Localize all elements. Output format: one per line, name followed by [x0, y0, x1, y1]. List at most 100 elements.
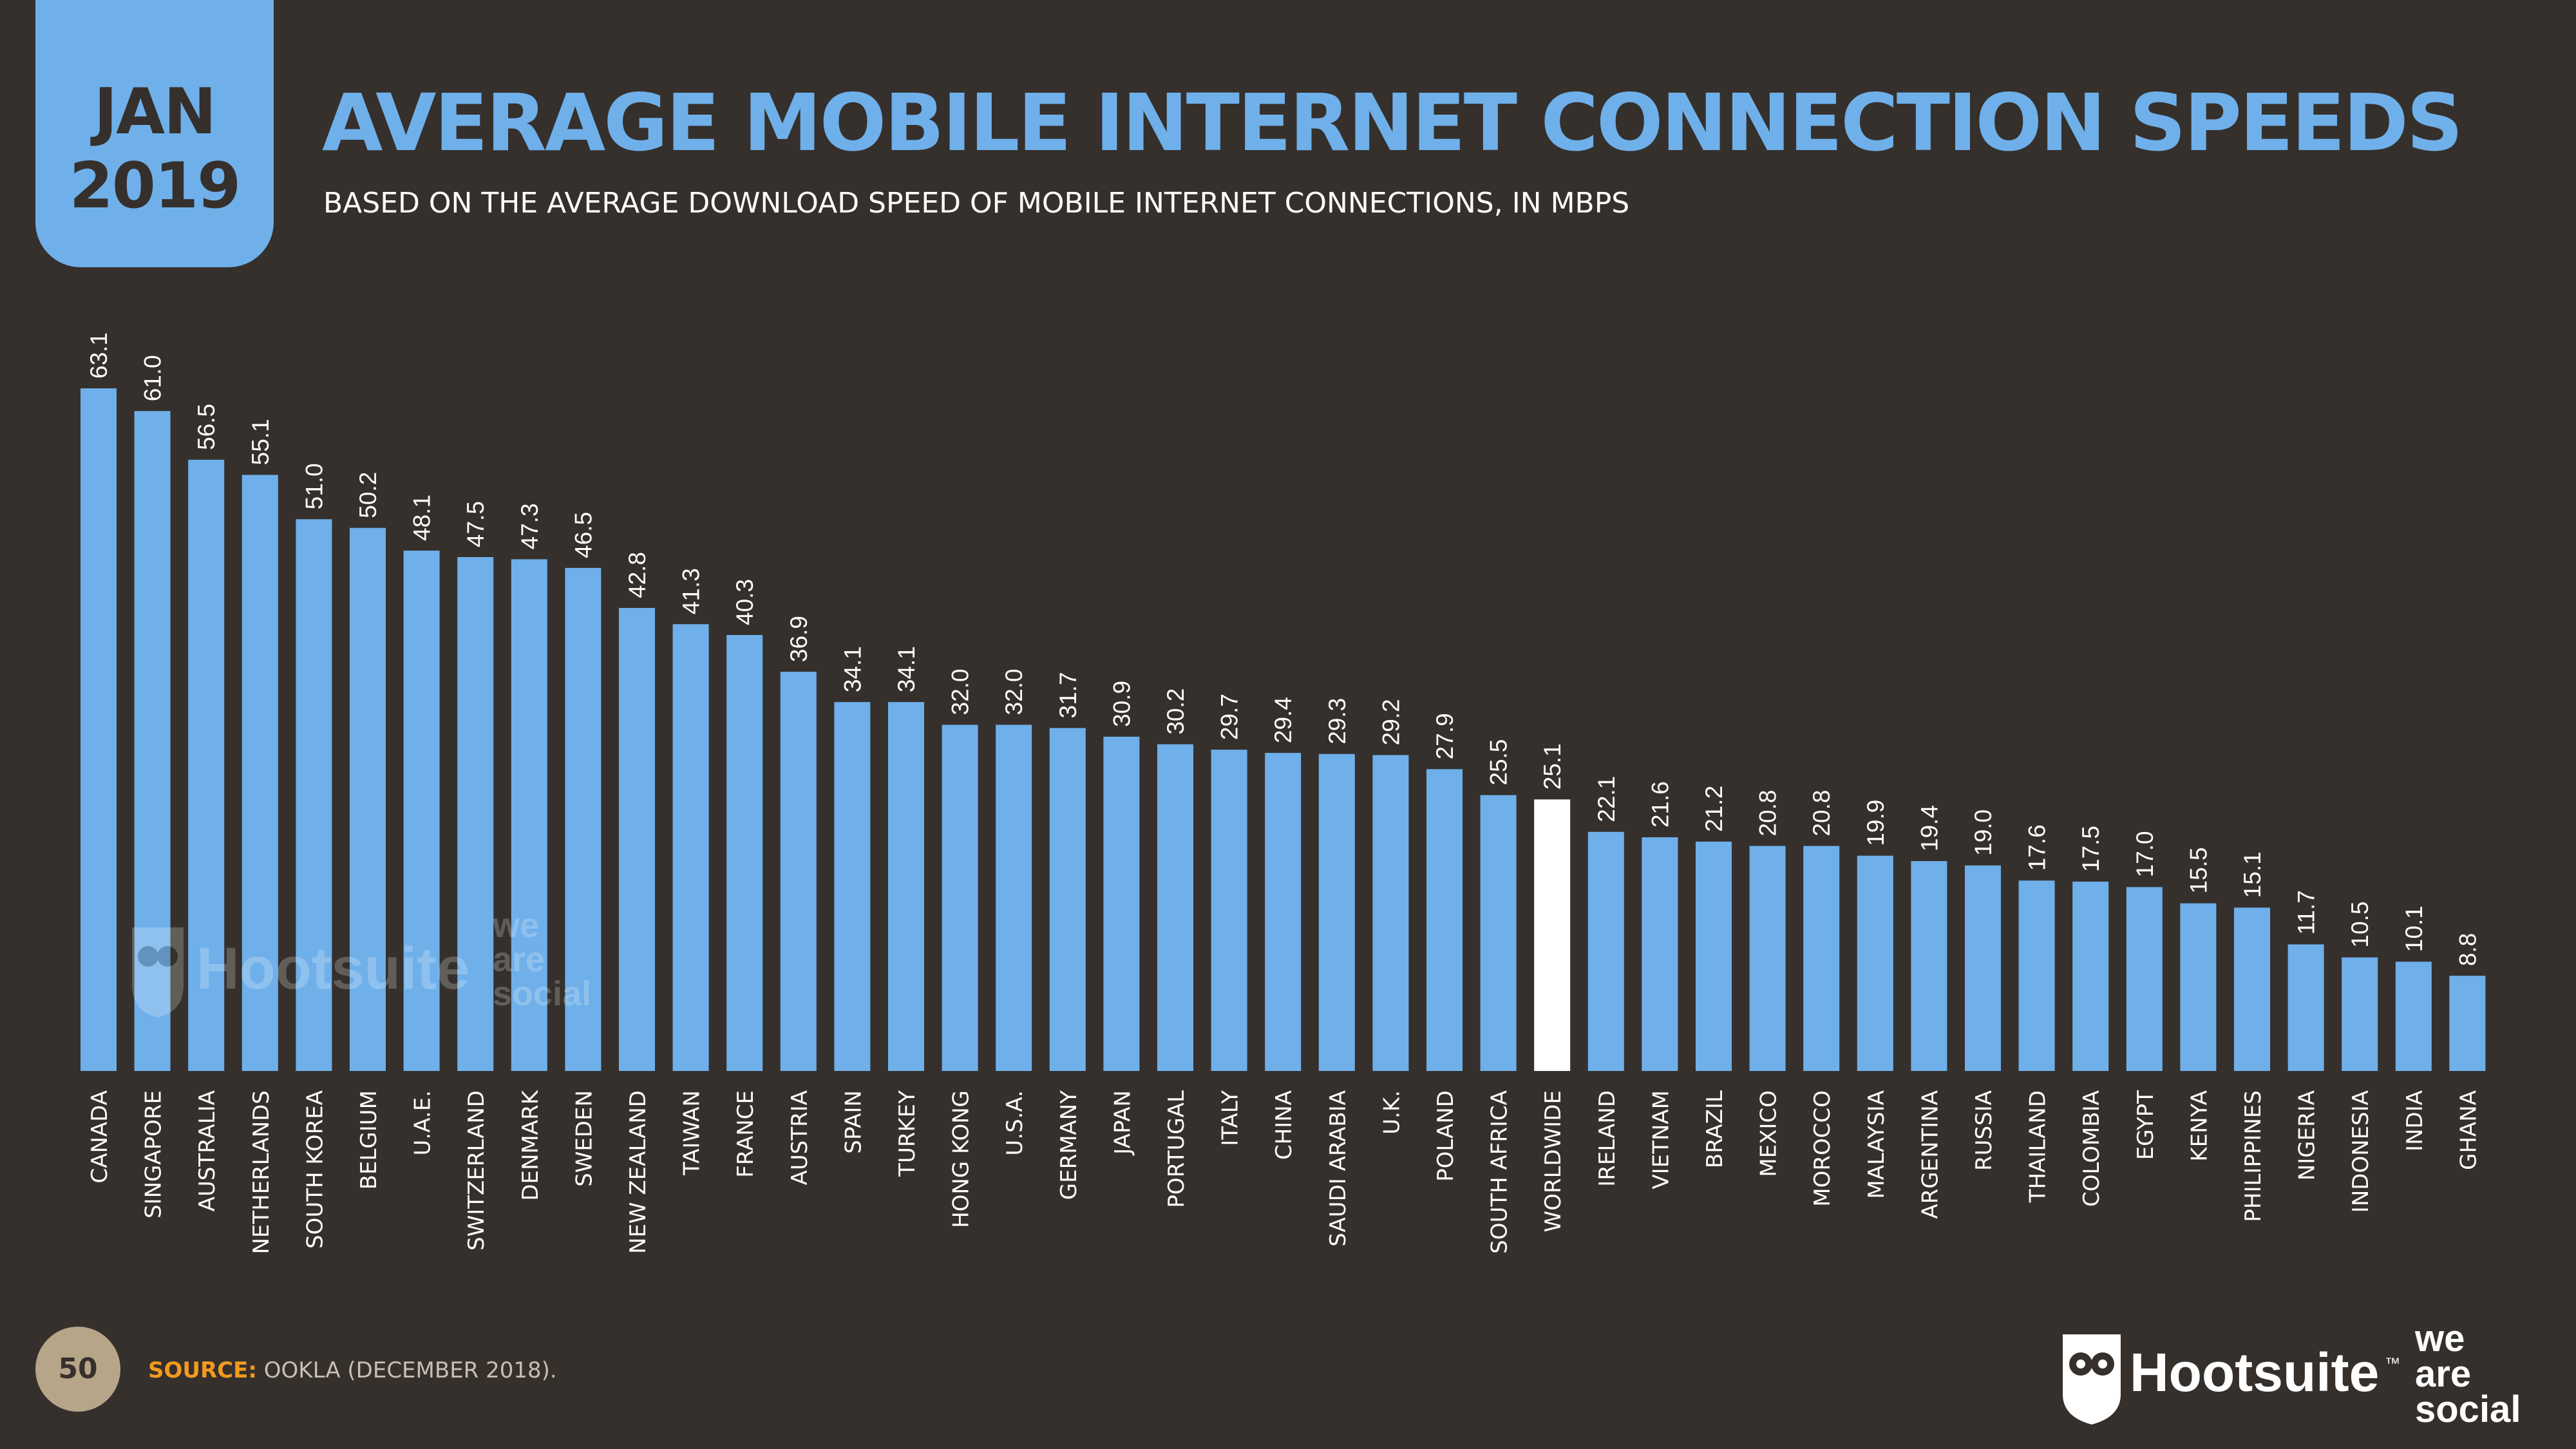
- value-label: 29.2: [1378, 699, 1404, 745]
- watermark-social-text: social: [493, 974, 591, 1013]
- bar: [834, 702, 871, 1071]
- category-label: WORLDWIDE: [1540, 1090, 1566, 1232]
- category-label: GERMANY: [1056, 1090, 1082, 1200]
- brand-we-text: we: [2414, 1320, 2465, 1359]
- category-label: VIETNAM: [1648, 1090, 1674, 1189]
- bar: [1911, 861, 1947, 1071]
- bar: [996, 724, 1032, 1071]
- value-label: 48.1: [409, 495, 435, 541]
- bar: [2126, 887, 2163, 1071]
- value-label: 29.7: [1217, 694, 1243, 740]
- value-label: 22.1: [1593, 776, 1620, 822]
- bar: [1318, 753, 1355, 1071]
- value-label: 19.4: [1916, 805, 1942, 851]
- value-label: 29.3: [1324, 698, 1350, 744]
- bar: [565, 567, 601, 1071]
- value-label: 51.0: [301, 463, 327, 509]
- brand-logo: Hootsuite ™ we are social: [2063, 1320, 2521, 1430]
- category-label: HONG KONG: [949, 1090, 974, 1228]
- bar: [188, 459, 225, 1071]
- value-label: 32.0: [1001, 668, 1027, 715]
- category-label: SAUDI ARABIA: [1325, 1090, 1351, 1247]
- value-label: 41.3: [678, 568, 705, 614]
- value-label: 17.5: [2078, 826, 2104, 872]
- value-label: 29.4: [1270, 697, 1296, 743]
- value-label: 10.5: [2347, 902, 2373, 948]
- value-label: 30.2: [1162, 688, 1189, 735]
- category-label: SWITZERLAND: [464, 1090, 489, 1251]
- bar: [672, 624, 709, 1071]
- bar: [242, 475, 278, 1071]
- bar: [2234, 907, 2270, 1071]
- bar: [511, 559, 547, 1071]
- category-label: PHILIPPINES: [2240, 1090, 2266, 1222]
- page-title: AVERAGE MOBILE INTERNET CONNECTION SPEED…: [322, 77, 2463, 169]
- bar: [726, 635, 763, 1071]
- category-label: COLOMBIA: [2079, 1090, 2105, 1207]
- category-label: INDIA: [2402, 1090, 2428, 1151]
- bar: [888, 702, 924, 1071]
- bar: [1103, 736, 1140, 1071]
- value-label: 50.2: [355, 472, 381, 518]
- bar: [134, 411, 171, 1071]
- watermark-are-text: are: [493, 940, 545, 979]
- category-label: ARGENTINA: [1917, 1090, 1943, 1219]
- bar: [2395, 961, 2432, 1071]
- category-label: SPAIN: [840, 1090, 866, 1154]
- value-label: 42.8: [624, 552, 650, 598]
- bar: [2287, 944, 2324, 1071]
- value-label: 27.9: [1432, 713, 1458, 759]
- value-label: 15.5: [2185, 848, 2211, 894]
- value-label: 20.8: [1808, 790, 1835, 837]
- owl-icon: [2063, 1334, 2121, 1425]
- bar: [2449, 976, 2486, 1071]
- brand-tm: ™: [2385, 1355, 2400, 1372]
- category-label: NETHERLANDS: [249, 1090, 274, 1255]
- category-label: ITALY: [1218, 1090, 1244, 1146]
- category-label: EGYPT: [2133, 1090, 2159, 1160]
- bar: [296, 519, 332, 1071]
- bar: [80, 388, 117, 1071]
- category-label: NIGERIA: [2295, 1090, 2320, 1180]
- category-label: U.A.E.: [410, 1090, 436, 1155]
- value-label: 21.2: [1701, 786, 1727, 832]
- value-label: 40.3: [732, 579, 758, 625]
- category-label: U.S.A.: [1002, 1090, 1028, 1156]
- bar: [1857, 855, 1893, 1071]
- category-label: MOROCCO: [1810, 1090, 1835, 1207]
- bar: [1696, 841, 1732, 1071]
- date-month: JAN: [93, 75, 216, 149]
- value-label: 10.1: [2401, 905, 2427, 952]
- bar: [942, 724, 978, 1071]
- bar: [1534, 799, 1571, 1071]
- bar: [1965, 865, 2001, 1071]
- value-label: 20.8: [1755, 790, 1781, 837]
- category-label: TURKEY: [895, 1090, 920, 1177]
- value-label: 25.1: [1539, 743, 1566, 790]
- value-label: 25.5: [1486, 739, 1512, 786]
- value-label: 19.9: [1862, 800, 1889, 846]
- category-label: BELGIUM: [356, 1090, 382, 1189]
- page-subtitle: BASED ON THE AVERAGE DOWNLOAD SPEED OF M…: [323, 187, 1630, 220]
- value-label: 15.1: [2239, 851, 2266, 898]
- bar: [1642, 837, 1678, 1071]
- date-year: 2019: [69, 149, 242, 223]
- bar: [1803, 846, 1840, 1071]
- source-text: OOKLA (DECEMBER 2018).: [263, 1358, 557, 1383]
- bar: [2180, 903, 2217, 1071]
- bar: [2342, 957, 2378, 1071]
- category-label: KENYA: [2186, 1090, 2212, 1162]
- bar: [2072, 882, 2109, 1071]
- watermark-we-text: we: [492, 914, 539, 945]
- date-tab: JAN 2019: [35, 0, 274, 267]
- value-label: 17.6: [2024, 824, 2050, 871]
- bar: [457, 557, 494, 1071]
- category-label: RUSSIA: [1971, 1090, 1997, 1171]
- category-label: THAILAND: [2025, 1090, 2051, 1203]
- category-label: SOUTH AFRICA: [1487, 1090, 1513, 1254]
- value-label: 19.0: [1970, 810, 1996, 856]
- value-label: 8.8: [2454, 933, 2481, 966]
- value-label: 17.0: [2132, 831, 2158, 877]
- category-label: GHANA: [2456, 1090, 2481, 1170]
